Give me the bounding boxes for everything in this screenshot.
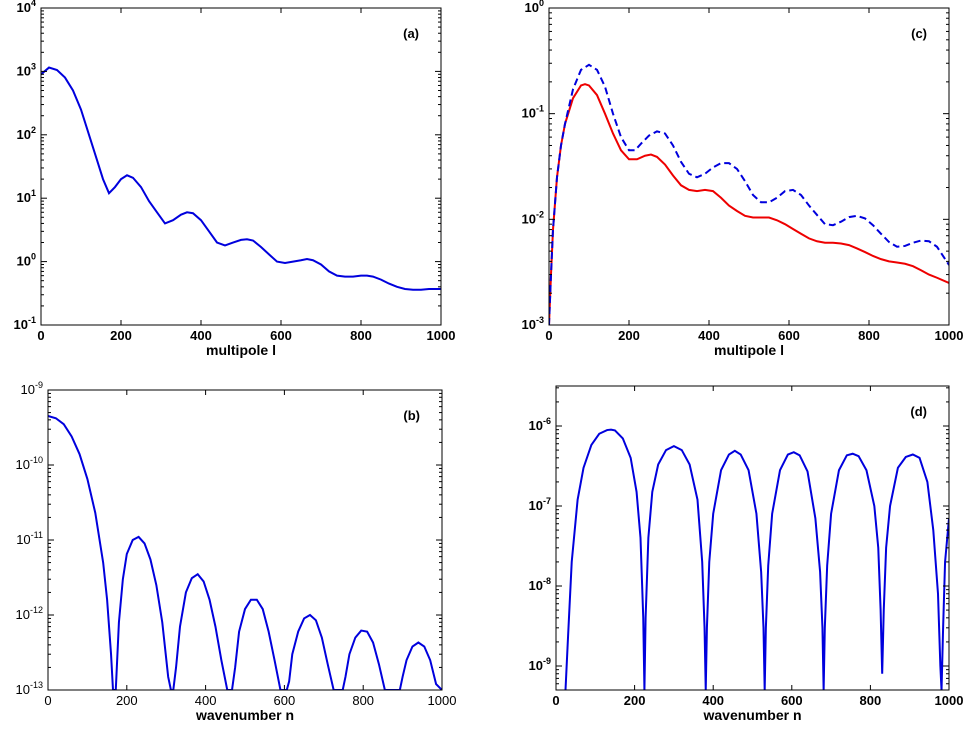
series-line-2	[549, 63, 949, 325]
x-tick-label: 0	[552, 693, 559, 708]
y-tick-label: 10-13	[16, 680, 43, 697]
series-line-1	[48, 415, 442, 690]
panel-label: (c)	[911, 26, 927, 41]
x-tick-label: 400	[698, 328, 720, 343]
y-tick-label: 10-9	[529, 656, 551, 673]
axes-frame	[47, 389, 443, 691]
x-tick-label: 200	[624, 693, 646, 708]
series-line-1	[549, 83, 949, 325]
x-tick-label: 0	[545, 328, 552, 343]
panel-b: 0 200 400 600 800 1000 10-13 10-12 10-11 10-10 10-…	[16, 380, 457, 723]
x-tick-label: 600	[274, 693, 296, 708]
x-tick-label: 800	[860, 693, 882, 708]
x-axis-label: multipole l	[206, 342, 276, 358]
y-tick-label: 10-8	[529, 576, 551, 593]
x-tick-label: 400	[190, 328, 212, 343]
y-tick-label: 10-10	[16, 455, 43, 472]
x-tick-label: 800	[352, 693, 374, 708]
y-tick-label: 100	[525, 0, 544, 15]
x-tick-label: 800	[858, 328, 880, 343]
series-line-1	[41, 66, 441, 291]
x-tick-label: 1000	[427, 328, 456, 343]
y-tick-label: 10-9	[21, 380, 43, 397]
y-tick-label: 10-7	[529, 496, 551, 513]
axes-frame	[40, 7, 442, 326]
y-tick-label: 10-6	[529, 416, 551, 433]
x-tick-label: 200	[618, 328, 640, 343]
x-tick-label: 400	[195, 693, 217, 708]
x-tick-label: 1000	[428, 693, 457, 708]
y-tick-label: 103	[17, 61, 36, 78]
panel-label: (d)	[910, 404, 927, 419]
x-tick-label: 200	[110, 328, 132, 343]
panel-d: 0 200 400 600 800 1000 10-9 10-8 10-7 10-6 wavenum…	[529, 385, 964, 723]
x-tick-label: 800	[350, 328, 372, 343]
x-axis-label: wavenumber n	[195, 707, 294, 723]
x-tick-label: 600	[778, 328, 800, 343]
panel-a: 0 200 400 600 800 1000 10-1 100 101 102 103 104 mult…	[14, 0, 456, 358]
axes-frame	[548, 7, 950, 326]
x-tick-label: 1000	[935, 693, 964, 708]
y-tick-label: 10-1	[522, 104, 544, 121]
x-axis-label: multipole l	[714, 342, 784, 358]
x-tick-label: 600	[270, 328, 292, 343]
x-tick-label: 0	[37, 328, 44, 343]
y-tick-label: 102	[17, 125, 36, 142]
panel-c: 0 200 400 600 800 1000 10-3 10-2 10-1 100 multipol…	[522, 0, 964, 358]
y-tick-label: 100	[17, 252, 36, 269]
series-line-1	[564, 428, 949, 690]
y-tick-label: 10-11	[16, 530, 43, 547]
y-tick-label: 10-2	[522, 209, 544, 226]
x-tick-label: 200	[116, 693, 138, 708]
x-tick-label: 1000	[935, 328, 964, 343]
x-tick-label: 600	[781, 693, 803, 708]
x-tick-label: 0	[44, 693, 51, 708]
y-tick-label: 10-12	[16, 605, 43, 622]
x-tick-label: 400	[702, 693, 724, 708]
panel-label: (b)	[403, 408, 420, 423]
y-tick-label: 101	[17, 188, 36, 205]
x-axis-label: wavenumber n	[702, 707, 801, 723]
y-tick-label: 104	[17, 0, 36, 15]
panel-label: (a)	[403, 26, 419, 41]
y-tick-label: 10-1	[14, 315, 36, 332]
y-tick-label: 10-3	[522, 315, 544, 332]
